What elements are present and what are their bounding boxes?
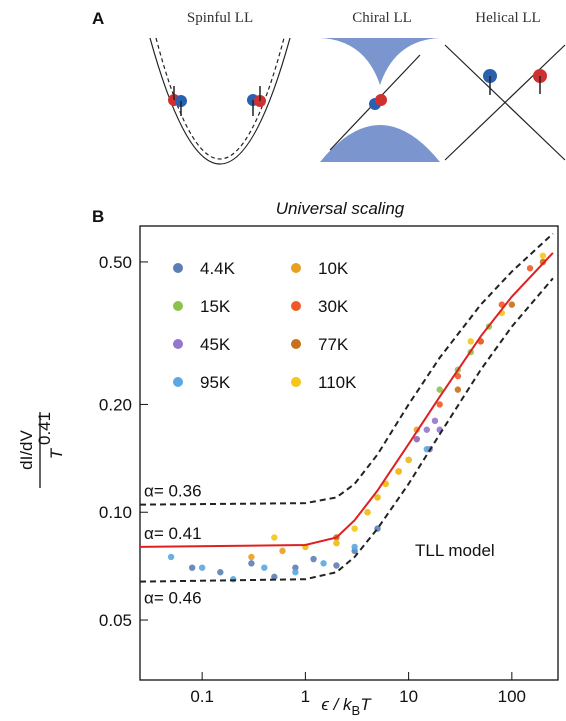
point <box>292 569 299 576</box>
y-tick-label: 0.20 <box>99 395 132 414</box>
point <box>436 401 443 408</box>
diagram-title: Chiral LL <box>352 10 412 26</box>
y-label-exponent: 0.41 <box>35 412 54 445</box>
x-label-text: ϵ / k <box>321 695 353 714</box>
x-tick-label: 10 <box>399 687 418 706</box>
y-axis-label: dI/dV T 0.41 <box>17 412 66 488</box>
x-axis-label: ϵ / kBT <box>321 695 372 718</box>
legend-swatch <box>291 339 301 349</box>
point <box>310 555 317 563</box>
point <box>539 252 547 260</box>
chart-title: Universal scaling <box>276 199 405 218</box>
legend-label: 110K <box>318 373 357 392</box>
point <box>539 258 547 266</box>
point <box>261 564 268 571</box>
point <box>279 547 286 555</box>
point <box>364 509 371 516</box>
legend-swatch <box>291 263 301 273</box>
point <box>271 534 278 541</box>
point <box>467 338 474 345</box>
x-label-suffix: T <box>360 695 372 714</box>
legend-label: 95K <box>200 373 231 392</box>
fit-curve <box>139 252 554 548</box>
x-tick-label: 1 <box>301 687 310 706</box>
point <box>431 417 439 425</box>
legend-label: 77K <box>318 335 349 354</box>
x-tick-label: 100 <box>498 687 526 706</box>
legend-label: 10K <box>318 259 349 278</box>
point <box>436 386 443 393</box>
legend-label: 30K <box>318 297 349 316</box>
point <box>167 553 175 561</box>
y-label-denominator: T <box>47 447 66 459</box>
x-label-subscript: B <box>352 703 361 718</box>
y-tick-label: 0.05 <box>99 611 132 630</box>
legend-swatch <box>291 301 301 311</box>
point <box>248 560 255 567</box>
legend-label: 4.4K <box>200 259 236 278</box>
fit-label: α= 0.46 <box>144 589 202 608</box>
fit-label: α= 0.36 <box>144 482 202 501</box>
diagram-title: Helical LL <box>475 10 540 26</box>
legend-swatch <box>173 339 183 349</box>
point <box>405 456 412 464</box>
y-tick-label: 0.50 <box>99 253 132 272</box>
panel-label: A <box>92 9 104 28</box>
plot-frame <box>139 225 559 681</box>
diagram-title: Spinful LL <box>187 10 253 26</box>
fit-label: α= 0.41 <box>144 524 202 543</box>
point <box>374 494 381 501</box>
spinful-diagram <box>149 37 291 165</box>
point <box>351 543 358 551</box>
legend-swatch <box>291 377 301 387</box>
point <box>230 576 237 583</box>
y-tick-label: 0.10 <box>99 503 132 522</box>
panel-label: B <box>92 207 104 226</box>
legend-swatch <box>173 263 183 273</box>
point <box>351 525 358 532</box>
point <box>413 435 420 443</box>
point <box>198 564 206 571</box>
legend-swatch <box>173 301 183 311</box>
fit-curve <box>139 232 554 506</box>
point <box>508 301 516 308</box>
point <box>217 569 224 576</box>
point <box>292 564 299 571</box>
legend-swatch <box>173 377 183 387</box>
chiral-diagram <box>320 38 440 162</box>
point <box>188 564 196 571</box>
point <box>395 468 402 475</box>
point <box>320 560 327 567</box>
point <box>526 265 534 272</box>
x-tick-label: 0.1 <box>190 687 214 706</box>
point <box>454 372 462 380</box>
point <box>248 553 255 561</box>
point <box>333 562 340 569</box>
fit-curve <box>139 277 554 583</box>
annotation: TLL model <box>415 541 495 560</box>
point <box>271 573 278 581</box>
helical-diagram <box>444 44 566 161</box>
point <box>454 386 462 393</box>
y-label-numerator: dI/dV <box>17 429 36 469</box>
point <box>423 426 430 433</box>
legend-label: 45K <box>200 335 231 354</box>
legend-label: 15K <box>200 297 231 316</box>
point <box>333 539 340 547</box>
